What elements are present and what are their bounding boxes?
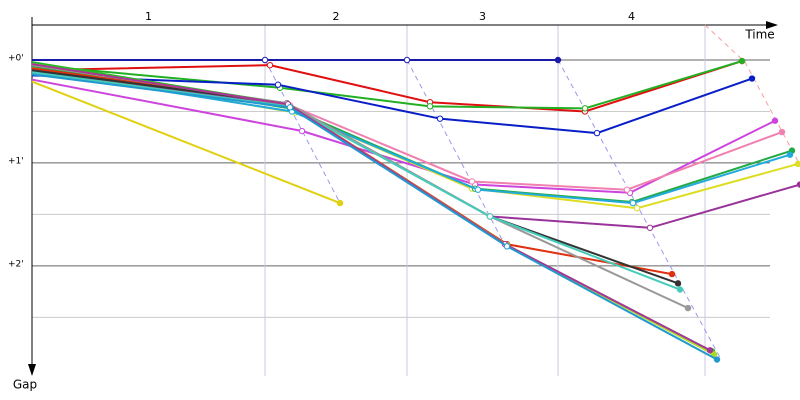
point	[593, 129, 601, 137]
series-line	[31, 73, 718, 361]
lap-label: 3	[479, 10, 486, 23]
point	[336, 199, 344, 207]
point	[486, 213, 494, 220]
point	[266, 61, 274, 69]
series-line	[31, 67, 673, 276]
point	[674, 280, 682, 287]
point	[581, 105, 589, 112]
point	[738, 57, 746, 65]
x-axis-label: Time	[744, 28, 774, 42]
point	[474, 186, 482, 193]
point	[629, 199, 637, 207]
point	[676, 286, 684, 293]
y-axis-label: Gap	[13, 378, 37, 392]
series-line	[31, 63, 711, 352]
point	[668, 270, 676, 278]
y-tick-label: +1'	[8, 156, 24, 166]
point	[706, 347, 714, 354]
point	[646, 224, 654, 231]
series-line	[31, 71, 800, 229]
lap-label: 4	[628, 10, 635, 23]
series-line	[31, 71, 681, 291]
point	[261, 56, 269, 64]
point	[684, 304, 692, 312]
y-tick-label: +0'	[8, 53, 24, 63]
point	[286, 104, 294, 111]
lap-label: 1	[145, 10, 152, 23]
point	[633, 205, 641, 212]
point	[403, 56, 411, 64]
point	[623, 186, 631, 193]
point	[771, 117, 779, 124]
point	[426, 103, 434, 110]
point	[274, 81, 282, 88]
point	[794, 160, 800, 168]
point	[503, 243, 511, 250]
y-tick-label: +2'	[8, 259, 24, 269]
point	[298, 127, 306, 135]
series-line	[31, 80, 341, 205]
point	[748, 75, 756, 82]
x-axis-arrow	[766, 21, 778, 29]
series-line	[31, 63, 715, 356]
point	[786, 151, 794, 158]
y-axis-arrow	[28, 364, 36, 376]
lap-label: 2	[333, 10, 340, 23]
point	[778, 128, 786, 136]
point	[436, 115, 444, 122]
point	[554, 56, 562, 64]
point	[468, 178, 476, 185]
point	[713, 356, 721, 363]
series-line	[31, 61, 713, 353]
